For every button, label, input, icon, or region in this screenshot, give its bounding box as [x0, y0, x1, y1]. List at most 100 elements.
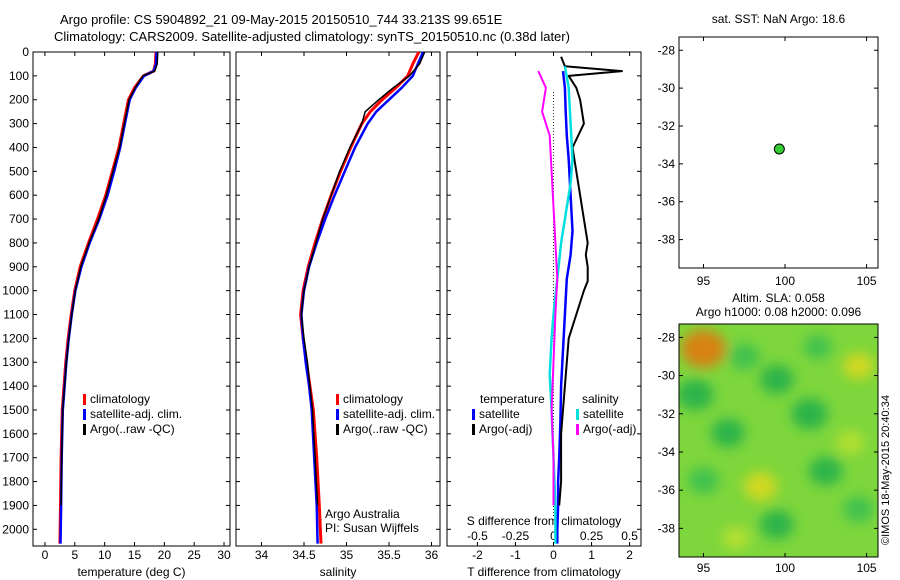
- difference-legend-s-sat-label: satellite: [583, 407, 624, 421]
- sla-map-xtick-label: 105: [857, 561, 877, 575]
- salinity-line-2: [300, 51, 425, 544]
- location-map-ytick-label: -30: [658, 81, 676, 95]
- sla-anomaly: [836, 430, 865, 455]
- salinity-frame: [235, 51, 441, 547]
- difference-line-2: [558, 56, 623, 506]
- temperature-legend-2-label: satellite-adj. clim.: [90, 407, 182, 421]
- temperature-xtick-label: 5: [71, 548, 78, 562]
- difference-line-1: [556, 70, 574, 544]
- difference-xtick-label: 0: [550, 548, 557, 562]
- difference-legend-header-temperature: temperature: [480, 392, 545, 406]
- location-map-ytick-label: -38: [658, 233, 676, 247]
- location-map-ytick-label: -36: [658, 195, 676, 209]
- salinity-xtick-label: 35.5: [377, 548, 401, 562]
- sla-anomaly: [759, 364, 794, 394]
- salinity-xtick-label: 36: [425, 548, 439, 562]
- location-map-title: sat. SST: NaN Argo: 18.6: [712, 12, 846, 26]
- difference-xtick-label: 1: [588, 548, 595, 562]
- temperature-ytick-label: 600: [9, 188, 29, 202]
- sla-map-ytick-label: -36: [658, 483, 676, 497]
- sla-anomaly: [808, 456, 843, 486]
- temperature-ytick-label: 0: [22, 45, 29, 59]
- temperature-legend-3-swatch: [83, 424, 86, 435]
- temperature-ytick-label: 1900: [2, 498, 29, 512]
- temperature-xtick-label: 20: [158, 548, 172, 562]
- temperature-legend-2-swatch: [83, 409, 86, 420]
- temperature-ytick-label: 1700: [2, 451, 29, 465]
- temperature-legend-1-label: climatology: [90, 392, 150, 406]
- temperature-ytick-label: 1300: [2, 355, 29, 369]
- sla-anomaly: [743, 471, 778, 501]
- temperature-ytick-label: 100: [9, 69, 29, 83]
- difference-s-tick-label: -0.5: [467, 529, 488, 543]
- sla-map-xtick-label: 100: [775, 561, 795, 575]
- difference-legend-t-sat-swatch: [472, 409, 475, 420]
- difference-legend-t-argo-label: Argo(-adj): [479, 422, 532, 436]
- temperature-xtick-label: 25: [188, 548, 202, 562]
- sla-map-ytick-label: -30: [658, 369, 676, 383]
- salinity-xtick-label: 35: [340, 548, 354, 562]
- temperature-ytick-label: 1800: [2, 475, 29, 489]
- temperature-ytick-label: 900: [9, 260, 29, 274]
- difference-legend-s-argo-label: Argo(-adj): [583, 422, 636, 436]
- location-map-xtick-label: 100: [775, 274, 795, 288]
- temperature-frame: [32, 51, 231, 547]
- difference-xtick-label: 2: [626, 548, 633, 562]
- salinity-xtick-label: 34.5: [292, 548, 316, 562]
- salinity-legend-3-swatch: [336, 424, 339, 435]
- salinity-annotation-1: Argo Australia: [325, 507, 400, 521]
- difference-s-tick-label: -0.25: [502, 529, 530, 543]
- difference-xtick-label: -2: [472, 548, 483, 562]
- sla-map-ytick-label: -38: [658, 521, 676, 535]
- sla-map-ytick-label: -34: [658, 445, 676, 459]
- salinity-legend-1-label: climatology: [343, 392, 403, 406]
- location-map-xtick-label: 105: [857, 274, 877, 288]
- sla-anomaly: [842, 352, 875, 380]
- difference-t-xlabel: T difference from climatology: [467, 565, 621, 579]
- sla-heatmap: [679, 324, 878, 557]
- sla-map-title-2: Argo h1000: 0.08 h2000: 0.096: [696, 305, 862, 319]
- difference-legend-s-sat-swatch: [576, 409, 579, 420]
- difference-legend-s-argo-swatch: [576, 424, 579, 435]
- location-map-ytick-label: -32: [658, 119, 676, 133]
- difference-xtick-label: -1: [510, 548, 521, 562]
- difference-s-xlabel: S difference from climatology: [467, 514, 622, 528]
- sla-map-frame: [678, 323, 879, 558]
- salinity-legend-2-label: satellite-adj. clim.: [343, 407, 435, 421]
- temperature-xtick-label: 30: [217, 548, 231, 562]
- difference-frame: [446, 51, 642, 547]
- sla-anomaly: [803, 334, 832, 359]
- difference-legend-header-salinity: salinity: [582, 392, 619, 406]
- sla-map-title-1: Altim. SLA: 0.058: [732, 291, 825, 305]
- temperature-legend-3-label: Argo(..raw -QC): [90, 422, 175, 436]
- sla-anomaly: [842, 495, 875, 523]
- sla-map-ytick-label: -28: [658, 330, 676, 344]
- salinity-legend-1-swatch: [336, 394, 339, 405]
- temperature-ytick-label: 1400: [2, 379, 29, 393]
- temperature-ytick-label: 1200: [2, 331, 29, 345]
- figure-title-line1: Argo profile: CS 5904892_21 09-May-2015 …: [60, 12, 503, 27]
- temperature-xtick-label: 0: [42, 548, 49, 562]
- sla-anomaly: [759, 510, 794, 539]
- location-map-xtick-label: 95: [697, 274, 711, 288]
- figure-title-line2: Climatology: CARS2009. Satellite-adjuste…: [54, 29, 570, 44]
- temperature-ytick-label: 500: [9, 164, 29, 178]
- difference-legend-t-sat-label: satellite: [479, 407, 520, 421]
- difference-line-4: [537, 70, 559, 506]
- difference-s-tick-label: 0: [550, 529, 557, 543]
- sla-anomaly: [679, 379, 714, 411]
- temperature-ytick-label: 800: [9, 236, 29, 250]
- temperature-xlabel: temperature (deg C): [77, 565, 185, 579]
- difference-s-tick-label: 0.25: [580, 529, 604, 543]
- salinity-xtick-label: 34: [255, 548, 269, 562]
- sla-anomaly: [721, 525, 751, 550]
- sla-anomaly: [728, 343, 760, 370]
- temperature-ytick-label: 1000: [2, 284, 29, 298]
- temperature-xtick-label: 15: [128, 548, 142, 562]
- salinity-legend-3-label: Argo(..raw -QC): [343, 422, 428, 436]
- temperature-xtick-label: 10: [98, 548, 112, 562]
- salinity-xlabel: salinity: [320, 565, 357, 579]
- temperature-ytick-label: 400: [9, 140, 29, 154]
- sla-anomaly: [687, 467, 720, 494]
